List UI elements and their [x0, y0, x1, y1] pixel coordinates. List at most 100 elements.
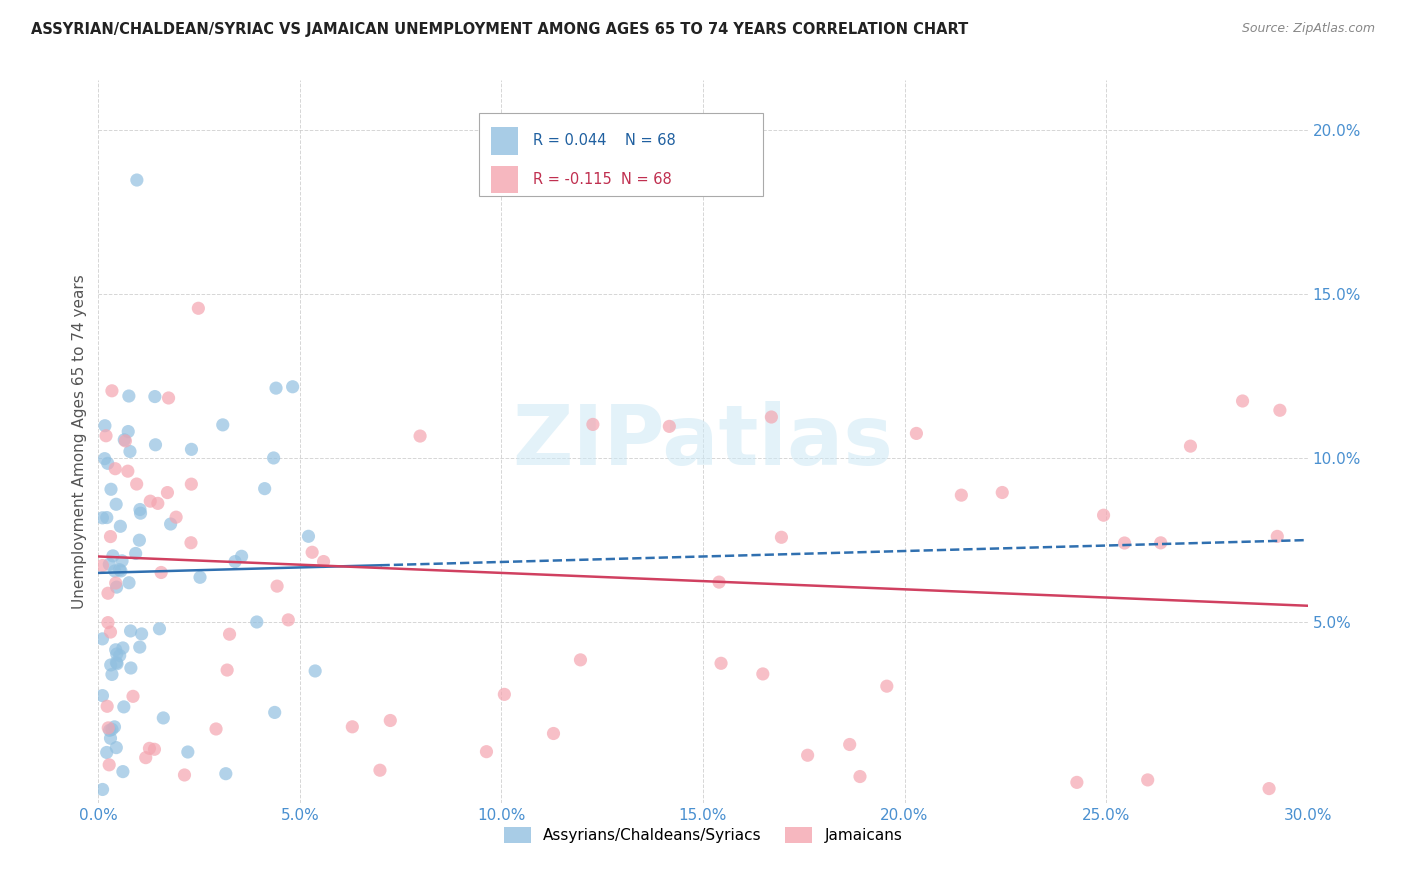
Point [838, 738, 860, 752]
Point [138, 741, 160, 756]
Point [752, 667, 775, 681]
Point [1136, 772, 1159, 787]
Point [263, 450, 285, 465]
Point [224, 555, 246, 569]
Point [100, 657, 122, 672]
Point [100, 731, 122, 746]
Point [876, 679, 898, 693]
Point [101, 667, 124, 681]
Point [277, 613, 299, 627]
Point [157, 391, 180, 405]
Point [114, 434, 136, 448]
Point [111, 554, 134, 568]
Point [1180, 439, 1202, 453]
Point [905, 426, 928, 441]
Point [582, 417, 605, 432]
Point [105, 656, 128, 670]
Bar [492, 166, 517, 193]
Point [796, 748, 818, 763]
Point [304, 664, 326, 678]
Point [231, 549, 253, 564]
Point [98, 757, 121, 772]
Point [180, 535, 202, 549]
Point [761, 410, 783, 425]
Point [569, 653, 592, 667]
Point [110, 519, 132, 533]
Point [165, 510, 187, 524]
Point [101, 384, 124, 398]
Point [156, 485, 179, 500]
Point [180, 477, 202, 491]
Point [1265, 529, 1288, 543]
Point [97, 721, 120, 735]
Point [1268, 403, 1291, 417]
Point [301, 545, 323, 559]
Point [159, 516, 181, 531]
Point [1232, 394, 1254, 409]
Point [177, 745, 200, 759]
Point [104, 576, 127, 591]
Point [543, 726, 565, 740]
Text: R = -0.115  N = 68: R = -0.115 N = 68 [533, 172, 671, 186]
Point [100, 530, 122, 544]
Point [110, 564, 132, 578]
Point [104, 642, 127, 657]
Point [146, 496, 169, 510]
Point [104, 564, 127, 578]
Point [124, 546, 146, 560]
Point [128, 640, 150, 654]
Point [108, 648, 131, 663]
Point [101, 723, 124, 737]
Point [253, 482, 276, 496]
Point [94, 429, 117, 443]
Point [105, 647, 128, 661]
Point [118, 389, 141, 403]
Point [297, 529, 319, 543]
Point [246, 615, 269, 629]
Point [215, 766, 238, 780]
Point [96, 699, 118, 714]
Point [104, 461, 127, 475]
Point [100, 483, 122, 497]
Point [1066, 775, 1088, 789]
Point [101, 549, 124, 563]
Point [1258, 781, 1281, 796]
Point [98, 723, 121, 738]
Point [112, 699, 135, 714]
Point [150, 566, 173, 580]
Point [111, 640, 134, 655]
Point [93, 451, 115, 466]
Point [105, 657, 128, 671]
Point [129, 502, 152, 516]
Point [187, 301, 209, 316]
Point [91, 558, 114, 573]
Point [91, 632, 114, 646]
Point [118, 575, 141, 590]
Point [118, 444, 141, 458]
Point [125, 477, 148, 491]
Point [710, 657, 733, 671]
Point [991, 485, 1014, 500]
Point [145, 438, 167, 452]
Point [96, 510, 118, 524]
Point [120, 661, 142, 675]
Point [143, 742, 166, 756]
Point [368, 763, 391, 777]
Point [380, 714, 402, 728]
Point [129, 506, 152, 520]
Point [128, 533, 150, 548]
Point [205, 722, 228, 736]
Point [131, 627, 153, 641]
Point [143, 390, 166, 404]
Point [91, 782, 114, 797]
Legend: Assyrians/Chaldeans/Syriacs, Jamaicans: Assyrians/Chaldeans/Syriacs, Jamaicans [498, 822, 908, 849]
Point [139, 494, 162, 508]
Point [105, 740, 128, 755]
Point [98, 558, 121, 572]
Text: ASSYRIAN/CHALDEAN/SYRIAC VS JAMAICAN UNEMPLOYMENT AMONG AGES 65 TO 74 YEARS CORR: ASSYRIAN/CHALDEAN/SYRIAC VS JAMAICAN UNE… [31, 22, 969, 37]
Point [117, 425, 139, 439]
Point [112, 433, 135, 447]
Point [1092, 508, 1115, 523]
Text: R = 0.044    N = 68: R = 0.044 N = 68 [533, 134, 675, 148]
Point [409, 429, 432, 443]
